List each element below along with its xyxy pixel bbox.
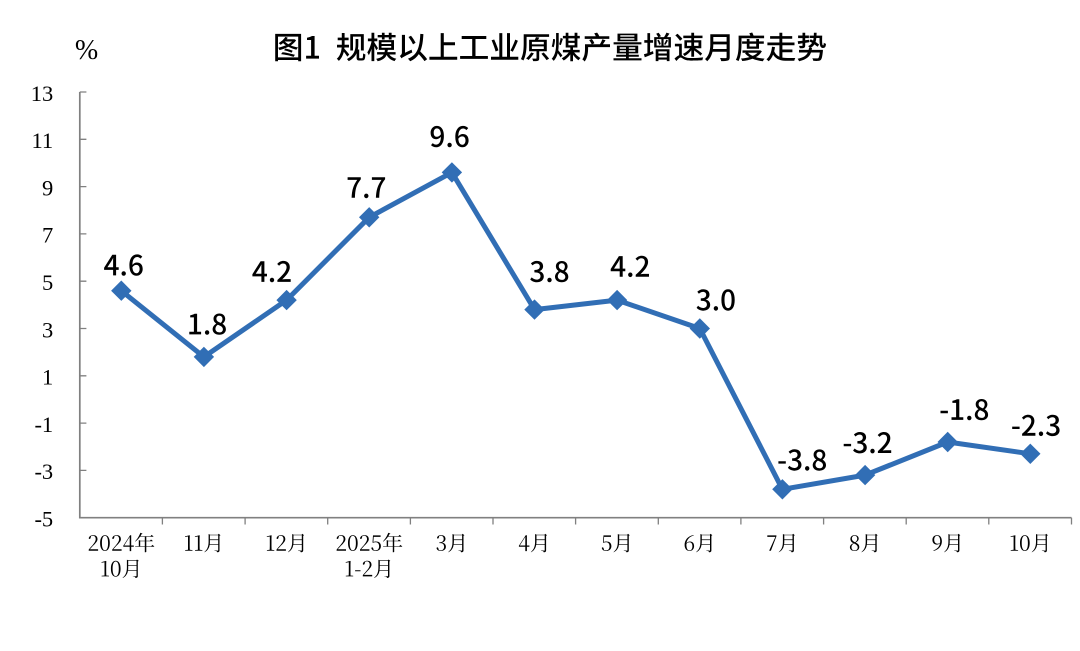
svg-text:11: 11 — [32, 128, 54, 153]
svg-text:5: 5 — [42, 270, 53, 295]
svg-text:1: 1 — [42, 365, 53, 390]
svg-text:-1: -1 — [34, 412, 53, 437]
svg-text:13: 13 — [31, 81, 54, 106]
svg-text:3: 3 — [42, 317, 53, 342]
svg-text:7: 7 — [42, 223, 53, 248]
svg-text:%: % — [75, 35, 98, 66]
svg-text:-3: -3 — [34, 459, 53, 484]
svg-text:9: 9 — [42, 175, 53, 200]
svg-text:-5: -5 — [34, 507, 53, 532]
